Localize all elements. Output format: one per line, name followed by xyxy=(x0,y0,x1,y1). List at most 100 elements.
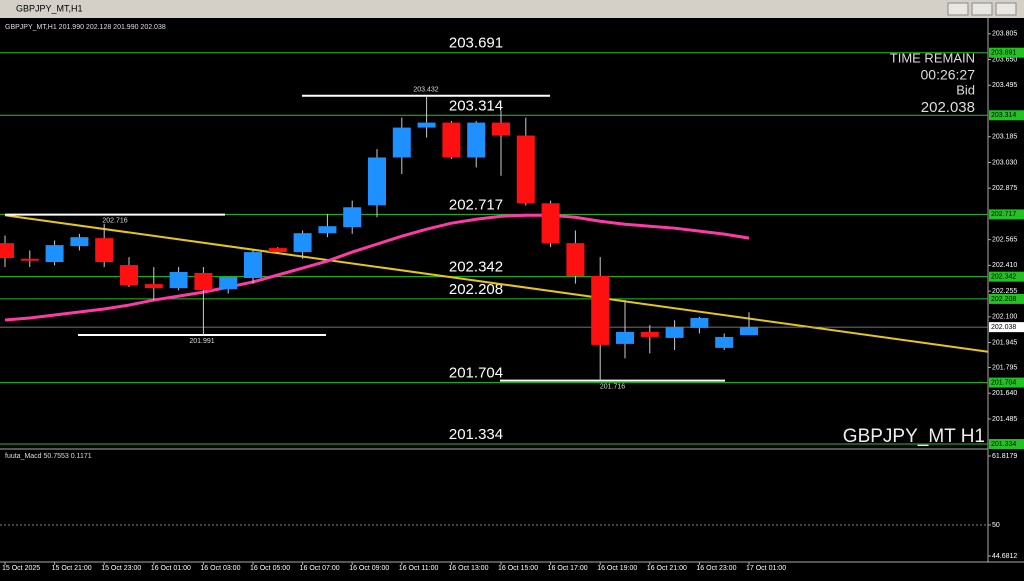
candle-body xyxy=(740,327,758,336)
sub-y-tick-label: 61.8179 xyxy=(992,453,1017,460)
level-tag-label: 202.208 xyxy=(991,296,1016,303)
x-tick-label: 16 Oct 23:00 xyxy=(696,565,736,572)
candle-body xyxy=(45,245,64,263)
annotation-label: 201.716 xyxy=(600,383,625,390)
bid-value: 202.038 xyxy=(921,99,975,116)
candle-body xyxy=(591,276,610,345)
watermark: GBPJPY_MT H1 xyxy=(843,426,985,447)
level-label: 201.334 xyxy=(449,426,503,443)
x-tick-label: 16 Oct 01:00 xyxy=(151,565,191,572)
level-tag-label: 202.717 xyxy=(991,211,1016,218)
y-tick-label: 203.495 xyxy=(992,82,1017,89)
x-tick-label: 16 Oct 21:00 xyxy=(647,565,687,572)
candle-body xyxy=(219,276,238,290)
y-tick-label: 202.255 xyxy=(992,288,1017,295)
y-tick-label: 202.875 xyxy=(992,185,1017,192)
x-tick-label: 16 Oct 19:00 xyxy=(597,565,637,572)
level-tag xyxy=(989,293,1024,304)
level-label: 202.717 xyxy=(449,196,503,213)
level-tag xyxy=(989,47,1024,58)
bid-tag xyxy=(989,322,1024,333)
level-tag xyxy=(989,271,1024,282)
trendline xyxy=(4,214,989,353)
candle-body xyxy=(70,237,89,247)
symbol-info: GBPJPY_MT,H1 201.990 202.128 201.990 202… xyxy=(5,24,166,31)
candle-body xyxy=(293,233,312,253)
x-tick-label: 16 Oct 09:00 xyxy=(349,565,389,572)
title-bar xyxy=(0,0,1024,18)
candle-body xyxy=(95,238,114,263)
x-tick-label: 15 Oct 21:00 xyxy=(52,565,92,572)
y-tick-label: 202.100 xyxy=(992,314,1017,321)
x-tick-label: 16 Oct 03:00 xyxy=(200,565,240,572)
candle-body xyxy=(244,252,262,278)
level-tag-label: 203.314 xyxy=(991,112,1016,119)
x-tick-label: 16 Oct 05:00 xyxy=(250,565,290,572)
candle-body xyxy=(194,273,213,291)
y-tick-label: 201.640 xyxy=(992,390,1017,397)
candle-body xyxy=(665,326,684,338)
candle-body xyxy=(368,157,386,206)
level-label: 202.342 xyxy=(449,259,503,276)
x-tick-label: 16 Oct 13:00 xyxy=(448,565,488,572)
sub-y-tick-label: 44.6812 xyxy=(992,553,1017,560)
level-label: 203.691 xyxy=(449,35,503,52)
y-tick-label: 201.795 xyxy=(992,364,1017,371)
candle-body xyxy=(144,284,163,289)
level-tag xyxy=(989,110,1024,121)
maximize-button[interactable] xyxy=(971,2,993,16)
timer-label: TIME REMAIN xyxy=(890,50,975,65)
candle-body xyxy=(318,226,337,234)
level-tag-label: 201.704 xyxy=(991,379,1016,386)
level-label: 202.208 xyxy=(449,281,503,298)
level-tag xyxy=(989,377,1024,388)
annotation-label: 202.716 xyxy=(102,217,127,224)
annotation-label: 203.432 xyxy=(413,87,438,94)
y-tick-label: 201.485 xyxy=(992,416,1017,423)
y-tick-label: 203.185 xyxy=(992,134,1017,141)
candle-body xyxy=(442,122,461,158)
candle-body xyxy=(492,122,510,136)
y-tick-label: 203.650 xyxy=(992,56,1017,63)
y-tick-label: 203.030 xyxy=(992,159,1017,166)
window-title: GBPJPY_MT,H1 xyxy=(16,3,83,13)
subwindow-title: fuuta_Macd 50.7553 0.1171 xyxy=(5,453,92,460)
timer-value: 00:26:27 xyxy=(921,67,976,83)
level-tag-label: 202.342 xyxy=(991,274,1016,281)
candle-body xyxy=(120,265,138,286)
candle-body xyxy=(467,122,486,158)
level-tag xyxy=(989,209,1024,220)
level-label: 203.314 xyxy=(449,97,503,114)
minimize-button[interactable] xyxy=(947,2,969,16)
candle-body xyxy=(516,135,535,204)
candle-body xyxy=(616,331,634,344)
level-label: 201.704 xyxy=(449,365,503,382)
x-tick-label: 16 Oct 07:00 xyxy=(300,565,340,572)
y-tick-label: 202.565 xyxy=(992,236,1017,243)
y-tick-label: 203.805 xyxy=(992,31,1017,38)
level-tag-label: 201.334 xyxy=(991,441,1016,448)
candle-body xyxy=(640,331,659,337)
x-tick-label: 16 Oct 11:00 xyxy=(399,565,439,572)
candle-body xyxy=(417,122,436,128)
candle-body xyxy=(715,336,734,348)
annotation-label: 201.991 xyxy=(189,338,214,345)
x-tick-label: 17 Oct 01:00 xyxy=(746,565,786,572)
sub-y-tick-label: 50 xyxy=(992,522,1000,529)
candle-body xyxy=(20,258,39,261)
candle-body xyxy=(541,203,560,244)
candle-body xyxy=(169,272,188,289)
y-tick-label: 201.945 xyxy=(992,339,1017,346)
y-tick-label: 202.410 xyxy=(992,262,1017,269)
candle-body xyxy=(566,243,585,276)
close-button[interactable] xyxy=(995,2,1017,16)
candle-body xyxy=(392,127,411,158)
x-tick-label: 15 Oct 23:00 xyxy=(101,565,141,572)
x-tick-label: 16 Oct 15:00 xyxy=(498,565,538,572)
level-tag xyxy=(989,439,1024,450)
candle-body xyxy=(268,248,287,253)
x-tick-label: 16 Oct 17:00 xyxy=(548,565,588,572)
candle-body xyxy=(0,243,14,259)
candle-body xyxy=(690,318,709,328)
